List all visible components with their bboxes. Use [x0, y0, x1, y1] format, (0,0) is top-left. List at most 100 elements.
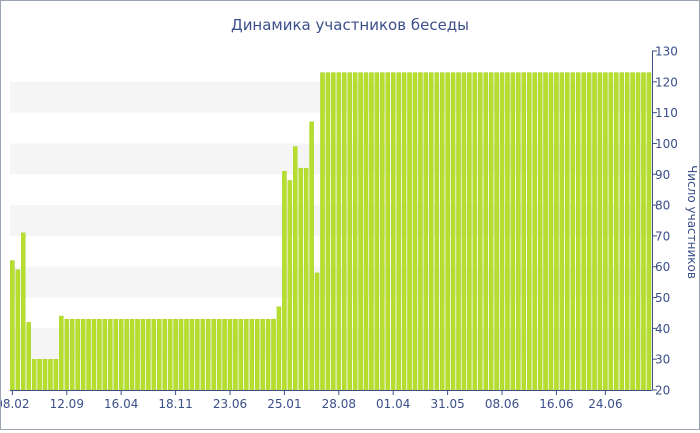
bar: [135, 318, 140, 391]
bar: [97, 318, 102, 391]
bar: [75, 318, 80, 391]
bar: [494, 72, 499, 391]
bar: [439, 72, 445, 391]
bar: [418, 72, 423, 391]
bar: [537, 72, 543, 391]
bar: [624, 72, 630, 391]
bar: [619, 72, 624, 391]
bar: [162, 318, 167, 391]
bar: [216, 318, 222, 391]
bar: [341, 72, 347, 391]
x-tick-label: 24.06: [588, 397, 622, 411]
bar: [635, 72, 641, 391]
bar: [102, 318, 108, 391]
bar: [195, 318, 200, 391]
x-tick-label: 23.06: [213, 397, 247, 411]
bar: [298, 167, 303, 391]
bar: [80, 318, 86, 391]
bar: [505, 72, 510, 391]
y-tick-label: 20: [655, 384, 670, 398]
bar: [456, 72, 461, 391]
y-tick-label: 120: [655, 75, 678, 89]
bar: [575, 72, 581, 391]
bar: [205, 318, 211, 391]
bar: [358, 72, 363, 391]
bar: [118, 318, 124, 391]
bar: [336, 72, 342, 391]
bar: [608, 72, 614, 391]
x-tick-label: 25.01: [267, 397, 301, 411]
bar: [320, 72, 325, 391]
bar: [146, 318, 151, 391]
bar: [156, 318, 162, 391]
y-tick-label: 80: [655, 199, 670, 213]
bar: [20, 232, 26, 391]
bar: [434, 72, 440, 391]
bar: [331, 72, 336, 391]
bar: [516, 72, 521, 391]
bar: [390, 72, 396, 391]
bar: [597, 72, 603, 391]
bar: [325, 72, 331, 391]
bar: [548, 72, 554, 391]
bar: [189, 318, 195, 391]
bar: [554, 72, 559, 391]
bar: [380, 72, 385, 391]
bar: [363, 72, 369, 391]
bar: [369, 72, 374, 391]
bar: [352, 72, 358, 391]
bar: [184, 318, 189, 391]
y-tick-label: 100: [655, 137, 678, 151]
bar: [200, 318, 206, 391]
bar: [151, 318, 157, 391]
bar: [124, 318, 129, 391]
bar: [374, 72, 380, 391]
bar: [42, 358, 48, 391]
bar: [140, 318, 146, 391]
bar: [603, 72, 608, 391]
bar: [173, 318, 178, 391]
bar: [565, 72, 570, 391]
x-tick-label: 08.06: [485, 397, 519, 411]
bar: [570, 72, 576, 391]
bar: [303, 167, 309, 391]
x-tick-label: 01.04: [376, 397, 410, 411]
bar: [91, 318, 97, 391]
bar: [26, 322, 31, 391]
bar: [108, 318, 113, 391]
bar: [641, 72, 646, 391]
x-tick-label: 28.08: [322, 397, 356, 411]
bar: [254, 318, 260, 391]
y-tick-label: 40: [655, 322, 670, 336]
bar: [483, 72, 488, 391]
chart-title: Динамика участников беседы: [231, 16, 469, 34]
bar: [499, 72, 505, 391]
bar: [396, 72, 401, 391]
bar: [401, 72, 407, 391]
bar: [646, 72, 652, 391]
bar: [407, 72, 412, 391]
bar: [260, 318, 265, 391]
bar: [64, 318, 70, 391]
y-axis: 20 30 40 50 60 70 80 90 100 110 120 130: [652, 45, 678, 398]
bar: [314, 272, 320, 391]
bar: [429, 72, 434, 391]
x-tick-label: 16.06: [539, 397, 573, 411]
bar: [69, 318, 75, 391]
bar: [222, 318, 227, 391]
bar: [233, 318, 238, 391]
bar: [521, 72, 527, 391]
bar: [472, 72, 478, 391]
bar: [276, 306, 282, 391]
bar: [488, 72, 494, 391]
bar: [293, 146, 298, 391]
bar: [37, 358, 42, 391]
bar: [211, 318, 216, 391]
bar: [614, 72, 619, 391]
bar: [48, 358, 53, 391]
bar: [467, 72, 472, 391]
bar: [244, 318, 249, 391]
bar: [532, 72, 537, 391]
y-axis-label: Число участников: [685, 165, 699, 279]
